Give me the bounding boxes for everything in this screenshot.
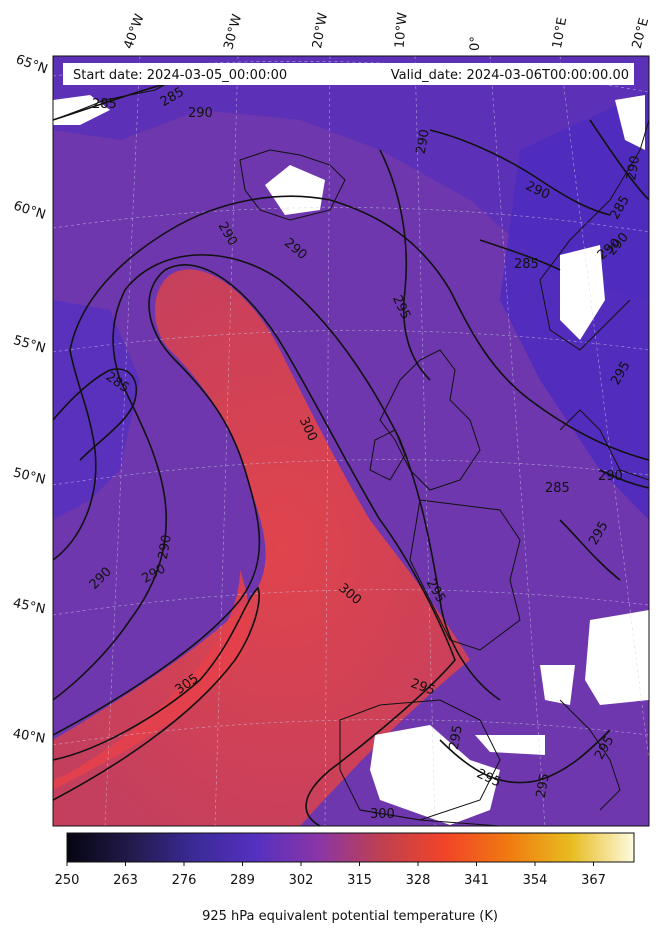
lon-label: 0° (468, 36, 484, 51)
lat-label: 55°N (12, 333, 48, 356)
colorbar-tick-label: 341 (464, 873, 489, 888)
colorbar-tick-label: 250 (55, 873, 80, 888)
colorbar: 250 263 276 289 302 315 328 341 354 367 925 hPa e… (55, 832, 635, 924)
contour-label: 295 (534, 772, 553, 799)
contour-290-a (53, 195, 649, 561)
coast-scandinavia (539, 119, 649, 351)
missing-area-italy (475, 735, 545, 755)
info-box (63, 63, 634, 85)
colorbar-label: 925 hPa equivalent potential temperature… (202, 909, 498, 924)
contour-295-c (559, 519, 621, 581)
missing-area-scandinavia (560, 245, 605, 340)
valid-date-label: Valid_date: 2024-03-06T00:00:00.00 (391, 68, 629, 83)
contour-label: 290 (414, 128, 433, 155)
lat-label: 60°N (12, 199, 48, 223)
map-panel: 285 290 285 285 290 290 290 290 295 285 … (53, 56, 649, 826)
contour-295-a (53, 254, 501, 701)
warm-core (53, 570, 250, 790)
lon-label: 10°E (550, 16, 570, 49)
coast-british-isles (379, 349, 481, 491)
colorbar-tick-label: 276 (172, 873, 197, 888)
coast-iberia (339, 699, 501, 821)
cold-region-atlantic-west (53, 300, 140, 520)
lat-label: 45°N (12, 596, 47, 617)
missing-area-balkans (585, 610, 649, 705)
start-date-label: Start date: 2024-03-05_00:00:00 (73, 68, 287, 83)
contour-label: 290 (598, 469, 623, 484)
missing-area-norway-north (615, 95, 645, 150)
lat-label: 65°N (14, 52, 50, 77)
contours (53, 79, 649, 826)
colorbar-tick-label: 354 (523, 873, 548, 888)
missing-area-iceland (265, 165, 325, 215)
colorbar-tick-label: 263 (113, 873, 138, 888)
longitude-labels: 40°W 30°W 20°W 10°W 0° 10°E 20°E (121, 12, 652, 52)
contour-label: 300 (370, 807, 395, 822)
coastlines (53, 81, 649, 826)
coast-france (409, 499, 521, 651)
lon-label: 10°W (392, 12, 410, 49)
missing-area-alps (540, 665, 575, 705)
coast-italy (559, 699, 621, 811)
colorbar-tick-label: 302 (289, 873, 314, 888)
lat-label: 50°N (12, 465, 47, 487)
graticule-lines (53, 56, 649, 826)
contour-label: 295 (447, 724, 466, 751)
contour-label: 285 (92, 97, 117, 112)
contour-label: 290 (156, 534, 175, 561)
missing-area-iberia (370, 725, 500, 825)
contour-label: 285 (545, 481, 570, 496)
map-frame (52, 55, 650, 827)
cold-region-north (53, 56, 649, 300)
lat-label: 40°N (12, 726, 47, 746)
colorbar-ticks: 250 263 276 289 302 315 328 341 354 367 (55, 862, 606, 888)
contour-label: 290 (188, 106, 213, 121)
contour-295-b (379, 149, 431, 381)
lon-label: 40°W (121, 12, 147, 51)
colorbar-tick-label: 289 (230, 873, 255, 888)
lon-label: 30°W (221, 13, 245, 52)
contour-290-c (599, 469, 649, 489)
colorbar-tick-label: 328 (406, 873, 431, 888)
lon-label: 20°W (310, 12, 331, 50)
contour-285-b (479, 119, 649, 271)
colorbar-tick-label: 315 (347, 873, 372, 888)
contour-295-d (439, 729, 611, 784)
coast-ireland (369, 429, 406, 481)
contour-300 (53, 264, 456, 826)
colorbar-tick-label: 367 (581, 873, 606, 888)
contour-290-b (429, 129, 611, 216)
coast-greenland (53, 81, 171, 121)
warm-tongue (53, 269, 470, 826)
contour-label: 285 (514, 257, 539, 272)
lon-label: 20°E (630, 16, 653, 50)
coast-north-africa (359, 809, 501, 826)
colorbar-bar (66, 832, 635, 863)
latitude-labels: 65°N 60°N 55°N 50°N 45°N 40°N (12, 52, 50, 747)
contour-label: 290 (624, 155, 643, 182)
coast-denmark-germany (559, 409, 649, 481)
contour-305 (53, 586, 260, 801)
